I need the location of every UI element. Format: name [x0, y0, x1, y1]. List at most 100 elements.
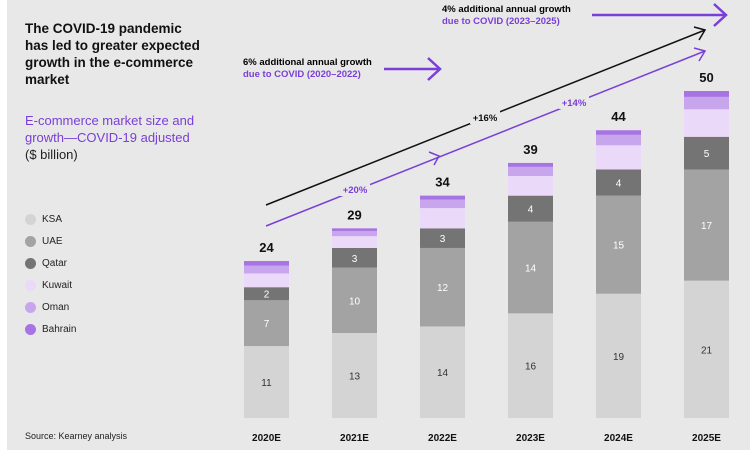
x-tick-label: 2020E — [252, 433, 281, 444]
bar-segment-oman-2025E — [684, 96, 729, 110]
bar-segment-ksa-2021E — [332, 332, 377, 418]
bar-segment-uae-2023E — [508, 221, 553, 314]
bar-segment-qatar-2025E — [684, 136, 729, 170]
bar-segment-kuwait-2021E — [332, 236, 377, 248]
bar-segment-kuwait-2020E — [244, 273, 289, 288]
bar-segment-oman-2024E — [596, 134, 641, 146]
legend: KSA UAE Qatar Kuwait Oman Bahrain — [25, 208, 76, 340]
x-tick-label: 2022E — [428, 433, 457, 444]
cagr-line-covid — [265, 50, 706, 227]
total-label: 39 — [523, 142, 537, 157]
legend-label: UAE — [42, 235, 63, 247]
arrowhead-icon — [693, 26, 707, 41]
data-label: 3 — [352, 254, 358, 265]
annotation-2023-2025: 4% additional annual growth due to COVID… — [442, 4, 571, 28]
bar-segment-ksa-2024E — [596, 293, 641, 418]
bar-segment-oman-2022E — [420, 199, 465, 209]
growth-label-bg — [470, 111, 500, 124]
bar-segment-ksa-2023E — [508, 313, 553, 418]
data-label: 13 — [349, 371, 361, 382]
legend-swatch — [25, 257, 36, 269]
legend-swatch — [25, 213, 36, 225]
subtitle: E-commerce market size and growth—COVID-… — [25, 112, 205, 163]
x-tick-label: 2024E — [604, 433, 633, 444]
annotation-line2: due to COVID (2020–2022) — [243, 69, 361, 80]
data-label: 16 — [525, 362, 537, 373]
data-label: 19 — [613, 352, 625, 363]
data-label: 11 — [261, 378, 272, 389]
annotation-line1: 4% additional annual growth — [442, 4, 571, 15]
legend-item-oman: Oman — [25, 296, 76, 318]
legend-swatch — [25, 279, 36, 291]
legend-item-ksa: KSA — [25, 208, 76, 230]
growth-label-bg — [559, 96, 589, 109]
growth-label: +16% — [473, 113, 498, 124]
arrowhead-icon — [693, 47, 707, 62]
data-label: 15 — [613, 241, 625, 252]
bar-segment-uae-2025E — [684, 169, 729, 281]
bar-segment-qatar-2022E — [420, 228, 465, 248]
bar-segment-ksa-2025E — [684, 280, 729, 418]
bar-segment-ksa-2020E — [244, 346, 289, 418]
bar-segment-uae-2022E — [420, 247, 465, 327]
headline: The COVID-19 pandemic has led to greater… — [25, 21, 200, 87]
arrow-right-icon — [713, 3, 728, 27]
bar-segment-bahrain-2020E — [244, 261, 289, 266]
legend-swatch — [25, 323, 36, 335]
bar-segment-kuwait-2025E — [684, 109, 729, 137]
bar-segment-ksa-2022E — [420, 326, 465, 418]
bar-segment-bahrain-2025E — [684, 91, 729, 97]
data-label: 14 — [525, 264, 537, 275]
data-label: 7 — [264, 319, 270, 330]
total-label: 50 — [699, 70, 713, 85]
data-label: 4 — [616, 179, 622, 190]
growth-label: +14% — [562, 98, 587, 109]
bar-segment-kuwait-2024E — [596, 145, 641, 170]
bar-segment-uae-2020E — [244, 300, 289, 347]
data-label: 5 — [704, 149, 710, 160]
bar-segment-oman-2020E — [244, 265, 289, 274]
legend-label: KSA — [42, 213, 63, 225]
bar-segment-oman-2023E — [508, 166, 553, 177]
annotation-line2: due to COVID (2023–2025) — [442, 16, 560, 27]
annotation-2020-2022: 6% additional annual growth due to COVID… — [243, 57, 372, 81]
bar-segment-bahrain-2022E — [420, 195, 465, 200]
bar-segment-bahrain-2023E — [508, 162, 553, 167]
bar-segment-qatar-2020E — [244, 287, 289, 301]
x-tick-label: 2025E — [692, 433, 721, 444]
legend-item-uae: UAE — [25, 230, 76, 252]
bar-segment-qatar-2024E — [596, 169, 641, 196]
legend-label: Bahrain — [42, 323, 77, 335]
legend-label: Oman — [42, 301, 70, 313]
arrow-right-icon — [427, 57, 442, 81]
bar-segment-bahrain-2024E — [596, 130, 641, 135]
bar-segment-kuwait-2023E — [508, 176, 553, 196]
growth-label-bg — [340, 183, 370, 196]
growth-label: +20% — [343, 185, 368, 196]
bar-segment-bahrain-2021E — [332, 228, 377, 231]
data-label: 2 — [264, 290, 270, 301]
annotation-line1: 6% additional annual growth — [243, 57, 372, 68]
bar-segment-oman-2021E — [332, 230, 377, 237]
unit-label: ($ billion) — [25, 147, 78, 162]
x-tick-label: 2021E — [340, 433, 369, 444]
bar-segment-qatar-2021E — [332, 247, 377, 268]
legend-item-kuwait: Kuwait — [25, 274, 76, 296]
data-label: 12 — [437, 283, 449, 294]
bar-segment-kuwait-2022E — [420, 208, 465, 229]
bar-segment-qatar-2023E — [508, 195, 553, 222]
data-label: 4 — [528, 205, 534, 216]
source-note: Source: Kearney analysis — [25, 431, 128, 441]
legend-item-qatar: Qatar — [25, 252, 76, 274]
total-label: 34 — [435, 175, 450, 190]
bar-segment-uae-2021E — [332, 267, 377, 333]
legend-label: Qatar — [42, 257, 68, 269]
legend-item-bahrain: Bahrain — [25, 318, 76, 340]
bar-segment-uae-2024E — [596, 195, 641, 294]
total-label: 24 — [259, 240, 274, 255]
legend-swatch — [25, 235, 36, 247]
data-label: 21 — [701, 345, 713, 356]
data-label: 10 — [349, 296, 361, 307]
data-label: 3 — [440, 234, 446, 245]
